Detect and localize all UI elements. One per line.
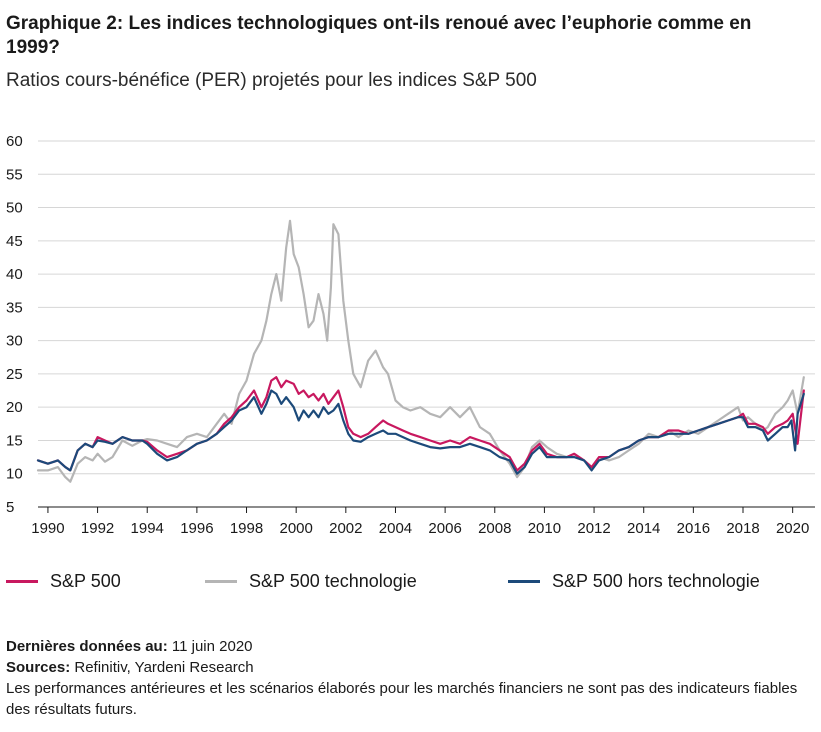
chart-legend: S&P 500 S&P 500 technologie S&P 500 hors… <box>0 571 821 597</box>
x-tick-label-2004: 2004 <box>379 520 412 537</box>
x-tick-label-2020: 2020 <box>776 520 809 537</box>
chart-subtitle: Ratios cours-bénéfice (PER) projetés pou… <box>6 70 537 91</box>
sources-label: Sources: <box>6 659 71 676</box>
last-data-value: 11 juin 2020 <box>171 638 253 655</box>
sources-line: Sources: Refinitiv, Yardeni Research <box>6 657 806 678</box>
x-tick-label-1990: 1990 <box>31 520 64 537</box>
y-tick-label-15: 15 <box>6 432 23 449</box>
legend-item-sp500: S&P 500 <box>6 571 121 592</box>
legend-swatch-tech <box>205 580 237 583</box>
legend-label-tech: S&P 500 technologie <box>249 571 417 591</box>
y-tick-label-50: 50 <box>6 200 23 217</box>
x-tick-label-1992: 1992 <box>81 520 114 537</box>
series-line-sp-500 <box>36 376 805 472</box>
y-tick-label-35: 35 <box>6 299 23 316</box>
legend-swatch-ex-tech <box>508 580 540 583</box>
legend-item-ex-tech: S&P 500 hors technologie <box>508 571 760 592</box>
series-line-sp-500-hors-technologie <box>36 389 805 475</box>
y-tick-label-10: 10 <box>6 466 23 483</box>
y-tick-label-40: 40 <box>6 266 23 283</box>
x-tick-label-2008: 2008 <box>478 520 511 537</box>
x-tick-label-2002: 2002 <box>329 520 362 537</box>
legend-label-sp500: S&P 500 <box>50 571 121 591</box>
sources-value: Refinitiv, Yardeni Research <box>74 659 254 676</box>
chart-title: Graphique 2: Les indices technologiques … <box>6 13 752 58</box>
legend-item-tech: S&P 500 technologie <box>205 571 417 592</box>
x-tick-label-1996: 1996 <box>180 520 213 537</box>
legend-swatch-sp500 <box>6 580 38 583</box>
x-tick-label-2018: 2018 <box>726 520 759 537</box>
x-tick-label-2006: 2006 <box>428 520 461 537</box>
y-tick-label-60: 60 <box>6 133 23 150</box>
y-tick-label-45: 45 <box>6 233 23 250</box>
y-tick-label-5: 5 <box>6 499 14 516</box>
disclaimer: Les performances antérieures et les scén… <box>6 680 798 718</box>
series-line-sp-500-technologie <box>36 219 805 483</box>
legend-label-ex-tech: S&P 500 hors technologie <box>552 571 760 591</box>
y-tick-label-25: 25 <box>6 366 23 383</box>
y-tick-label-20: 20 <box>6 399 23 416</box>
x-tick-label-2012: 2012 <box>577 520 610 537</box>
x-tick-label-2000: 2000 <box>279 520 312 537</box>
x-tick-label-1994: 1994 <box>131 520 164 537</box>
x-tick-label-1998: 1998 <box>230 520 263 537</box>
line-chart: 5 10 15 20 25 30 35 40 45 50 55 60 1990 1992 1994 1996 1… <box>6 133 815 537</box>
chart-footer: Dernières données au: 11 juin 2020 Sourc… <box>6 636 806 720</box>
last-data-label: Dernières données au: <box>6 638 168 655</box>
y-tick-label-55: 55 <box>6 166 23 183</box>
last-data-line: Dernières données au: 11 juin 2020 <box>6 636 806 657</box>
x-tick-label-2010: 2010 <box>528 520 561 537</box>
x-tick-label-2014: 2014 <box>627 520 660 537</box>
y-tick-label-30: 30 <box>6 333 23 350</box>
x-tick-label-2016: 2016 <box>677 520 710 537</box>
